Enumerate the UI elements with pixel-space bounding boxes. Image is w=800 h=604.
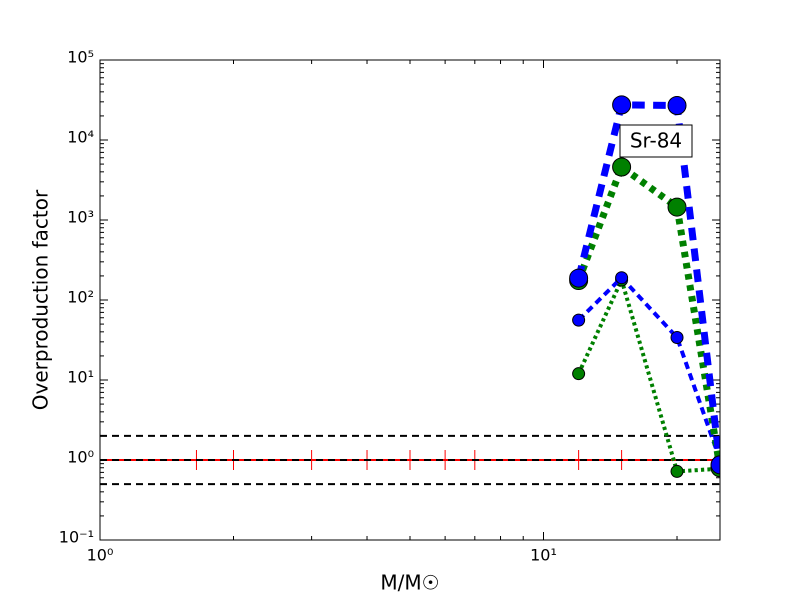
x-tick-label: 10⁰ bbox=[87, 546, 114, 565]
annotation: Sr-84 bbox=[630, 129, 682, 153]
series-marker bbox=[667, 95, 687, 115]
series-line bbox=[575, 161, 720, 469]
y-tick-label: 10⁴ bbox=[67, 128, 94, 147]
series-marker bbox=[615, 271, 629, 285]
y-tick-label: 10³ bbox=[67, 208, 94, 227]
series-line bbox=[576, 274, 720, 474]
series-line bbox=[575, 101, 720, 466]
series-marker bbox=[670, 464, 684, 478]
plot-frame bbox=[99, 59, 721, 541]
series-marker bbox=[572, 313, 586, 327]
series-marker bbox=[612, 157, 632, 177]
series-marker bbox=[710, 455, 720, 475]
series-marker bbox=[569, 268, 589, 288]
y-tick-label: 10⁻¹ bbox=[59, 528, 94, 547]
series-marker bbox=[670, 330, 684, 344]
series-marker bbox=[612, 95, 632, 115]
y-tick-label: 10⁵ bbox=[67, 48, 94, 67]
x-tick-label: 10¹ bbox=[530, 546, 557, 565]
x-axis-label: M/M☉ bbox=[380, 571, 439, 595]
annotation-box bbox=[619, 124, 693, 158]
series-line bbox=[577, 274, 720, 461]
series-marker bbox=[572, 367, 586, 381]
series-marker bbox=[667, 197, 687, 217]
y-tick-label: 10¹ bbox=[67, 368, 94, 387]
y-axis-label: Overproduction factor bbox=[29, 189, 53, 410]
y-tick-label: 10⁰ bbox=[67, 448, 94, 467]
y-tick-label: 10² bbox=[67, 288, 94, 307]
